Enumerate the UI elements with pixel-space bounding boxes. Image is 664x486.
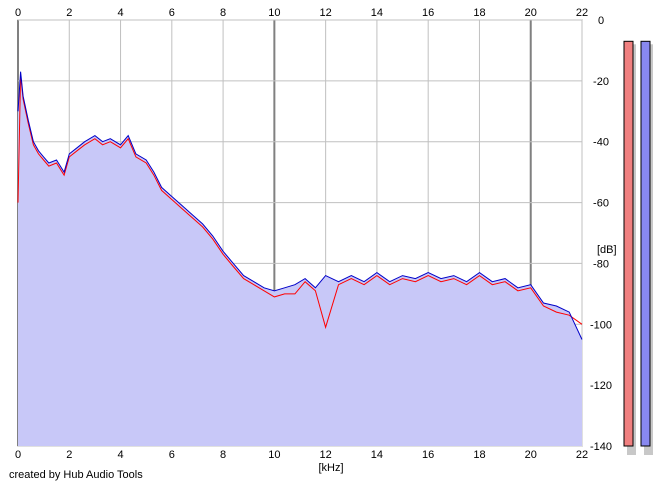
- x-tick-label-top: 6: [169, 7, 175, 19]
- y-tick-label: -100: [590, 319, 612, 331]
- x-tick-label-bottom: 14: [371, 449, 383, 461]
- x-tick-label-bottom: 18: [473, 449, 485, 461]
- y-tick-label: -120: [590, 380, 612, 392]
- x-tick-label-top: 16: [422, 7, 434, 19]
- x-tick-label-bottom: 6: [169, 449, 175, 461]
- y-tick-label: -80: [593, 258, 609, 270]
- x-tick-label-bottom: 4: [117, 449, 123, 461]
- meter-right: [640, 40, 651, 447]
- x-axis-label: [kHz]: [318, 462, 343, 474]
- meter-left: [623, 40, 634, 447]
- x-tick-labels-top: 0 2 4 6 8 10 12 14 16 18 20 22: [15, 7, 588, 19]
- y-tick-label: -40: [593, 137, 609, 149]
- spectrum-fill: [18, 71, 582, 446]
- x-tick-label-top: 12: [320, 7, 332, 19]
- y-tick-labels: 0 -20 -40 -60 -80 -100 -120 -140: [590, 15, 612, 453]
- x-tick-label-bottom: 12: [320, 449, 332, 461]
- x-tick-labels-bottom: 0 2 4 6 8 10 12 14 16 18 20 22: [15, 449, 588, 461]
- x-tick-label-bottom: 22: [576, 449, 588, 461]
- x-tick-label-top: 4: [117, 7, 123, 19]
- x-tick-label-bottom: 0: [15, 449, 21, 461]
- x-tick-label-top: 14: [371, 7, 383, 19]
- x-tick-label-top: 20: [525, 7, 537, 19]
- x-tick-label-top: 8: [220, 7, 226, 19]
- x-tick-label-top: 10: [268, 7, 280, 19]
- level-meters: [623, 40, 653, 456]
- series-line-red: [17, 74, 583, 330]
- x-tick-label-top: 0: [15, 7, 21, 19]
- x-tick-label-top: 2: [66, 7, 72, 19]
- x-tick-label-bottom: 8: [220, 449, 226, 461]
- y-tick-label: -20: [593, 76, 609, 88]
- x-tick-label-bottom: 10: [268, 449, 280, 461]
- y-tick-label: -140: [590, 441, 612, 453]
- x-tick-label-bottom: 20: [525, 449, 537, 461]
- credit-text: created by Hub Audio Tools: [9, 469, 143, 481]
- plot-area: [17, 71, 583, 446]
- y-axis-label: [dB]: [597, 244, 617, 256]
- x-tick-label-bottom: 2: [66, 449, 72, 461]
- x-tick-label-bottom: 16: [422, 449, 434, 461]
- series-line-blue: [17, 71, 583, 340]
- x-tick-label-top: 18: [473, 7, 485, 19]
- y-tick-label: -60: [593, 198, 609, 210]
- x-tick-label-top: 22: [576, 7, 588, 19]
- y-tick-label: 0: [598, 15, 604, 27]
